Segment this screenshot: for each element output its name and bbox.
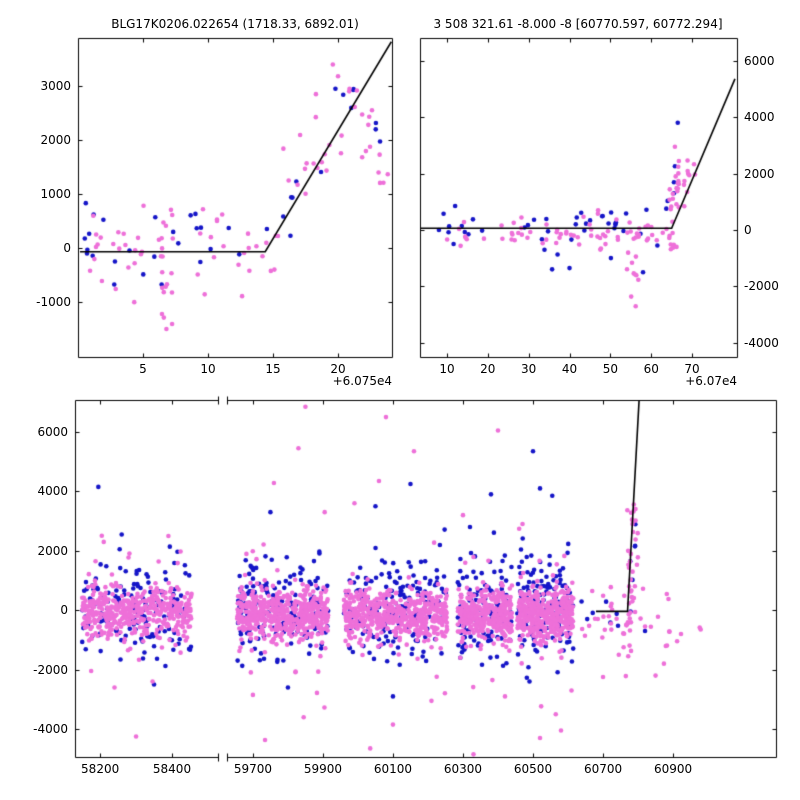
x-tick-label: 60100 — [373, 762, 413, 776]
y-tick-label: 6000 — [37, 424, 68, 439]
y-tick-label: -4000 — [33, 722, 68, 737]
x-tick-label: 58200 — [81, 762, 120, 776]
x-tick-label: 60700 — [583, 762, 623, 776]
x-tick-label: 60300 — [443, 762, 483, 776]
panel-title-top-left: BLG17K0206.022654 (1718.33, 6892.01) — [111, 17, 359, 31]
y-tick-label: 2000 — [37, 543, 68, 558]
x-tick-label: 30 — [521, 362, 537, 376]
x-tick-label: 58400 — [152, 762, 192, 776]
x-tick-label: 59700 — [233, 762, 272, 776]
x-tick-label: 60 — [643, 362, 659, 376]
x-axis-offset-label-top-right: +6.07e4 — [685, 374, 737, 388]
y-tick-label: -2000 — [744, 279, 779, 294]
x-tick-label: 20 — [330, 362, 346, 376]
x-axis-offset-label-top-left: +6.075e4 — [332, 374, 392, 388]
y-tick-label: 0 — [744, 222, 752, 237]
x-tick-label: 50 — [602, 362, 618, 376]
y-tick-label: 2000 — [40, 133, 71, 147]
x-tick-label: 60500 — [513, 762, 553, 776]
y-tick-label: -4000 — [744, 335, 779, 350]
y-tick-label: -1000 — [36, 294, 71, 309]
x-tick-label: 59900 — [303, 762, 343, 776]
y-tick-label: 2000 — [744, 166, 775, 181]
x-tick-label: 70 — [684, 362, 700, 376]
x-tick-label: 20 — [480, 362, 496, 376]
x-tick-label: 60900 — [653, 762, 693, 776]
panel-title-top-right: 3 508 321.61 -8.000 -8 [60770.597, 60772… — [433, 17, 723, 31]
y-tick-label: -2000 — [33, 662, 68, 677]
y-tick-label: 1000 — [40, 186, 71, 201]
x-tick-label: 10 — [200, 362, 216, 376]
x-tick-label: 15 — [265, 362, 281, 376]
y-tick-label: 3000 — [40, 79, 71, 94]
y-tick-label: 4000 — [744, 110, 775, 125]
y-tick-label: 0 — [60, 603, 68, 618]
y-tick-label: 0 — [63, 240, 71, 255]
x-tick-label: 40 — [561, 362, 578, 376]
y-tick-label: 6000 — [744, 53, 775, 68]
y-tick-label: 4000 — [37, 484, 68, 499]
x-tick-label: 5 — [139, 362, 147, 376]
x-tick-label: 10 — [439, 362, 455, 376]
